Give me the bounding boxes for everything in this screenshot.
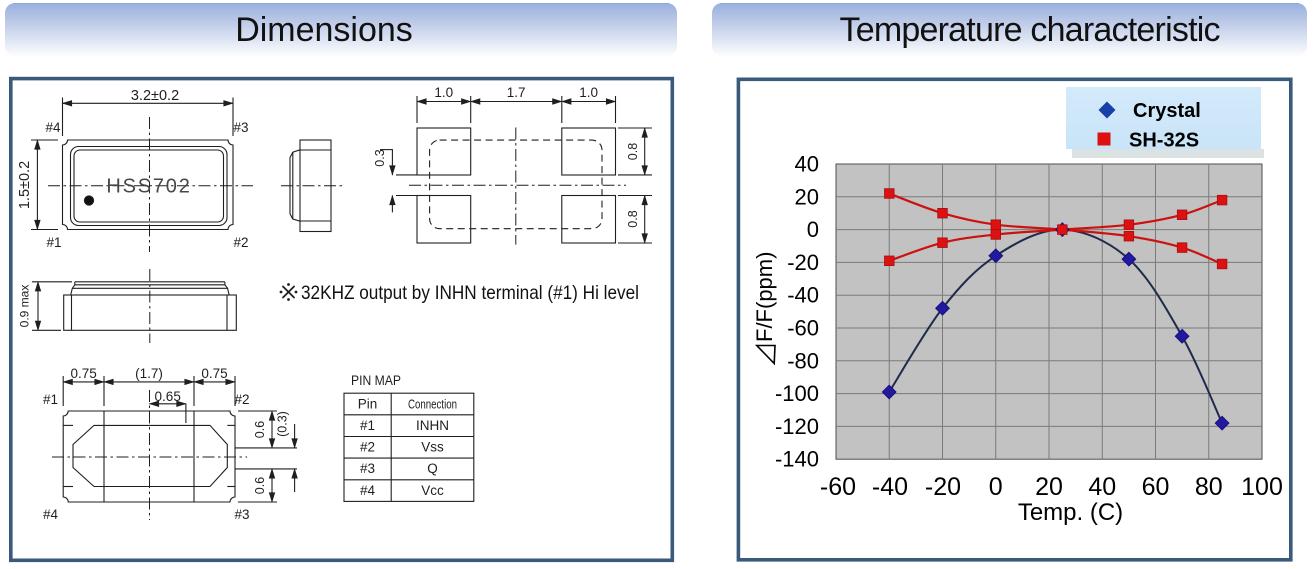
svg-text:#2: #2 xyxy=(234,392,249,407)
svg-text:F/F(ppm): F/F(ppm) xyxy=(752,252,777,342)
svg-text:0.3: 0.3 xyxy=(373,149,387,166)
svg-text:80: 80 xyxy=(1195,473,1223,501)
svg-text:Vcc: Vcc xyxy=(421,483,444,498)
svg-text:0.6: 0.6 xyxy=(253,477,267,494)
svg-text:(0.3): (0.3) xyxy=(276,411,290,437)
svg-text:0.9 max: 0.9 max xyxy=(18,285,32,328)
svg-text:INHN: INHN xyxy=(416,418,449,433)
svg-text:#1: #1 xyxy=(43,392,58,407)
svg-text:0.75: 0.75 xyxy=(70,366,96,381)
svg-text:40: 40 xyxy=(1088,473,1116,501)
svg-text:Dimensions: Dimensions xyxy=(235,11,413,49)
svg-text:SH-32S: SH-32S xyxy=(1129,130,1199,152)
svg-text:1.7: 1.7 xyxy=(507,85,526,100)
svg-text:1.0: 1.0 xyxy=(434,85,453,100)
svg-text:0.8: 0.8 xyxy=(626,143,640,160)
svg-text:#4: #4 xyxy=(43,507,59,522)
svg-text:0.8: 0.8 xyxy=(626,210,640,227)
svg-text:0.75: 0.75 xyxy=(201,366,227,381)
svg-text:-80: -80 xyxy=(787,348,819,373)
svg-text:#3: #3 xyxy=(360,461,375,476)
svg-text:1.5±0.2: 1.5±0.2 xyxy=(17,161,33,209)
svg-text:0.65: 0.65 xyxy=(155,389,181,404)
svg-text:40: 40 xyxy=(795,152,819,177)
svg-text:100: 100 xyxy=(1241,473,1283,501)
svg-text:-100: -100 xyxy=(775,381,819,406)
svg-text:#1: #1 xyxy=(46,235,61,250)
svg-text:3.2±0.2: 3.2±0.2 xyxy=(131,88,179,104)
svg-text:#2: #2 xyxy=(233,235,248,250)
svg-text:Pin: Pin xyxy=(358,397,378,412)
svg-text:-40: -40 xyxy=(787,283,819,308)
svg-text:Crystal: Crystal xyxy=(1133,100,1201,122)
svg-text:HSS702: HSS702 xyxy=(106,176,191,198)
svg-text:-60: -60 xyxy=(787,316,819,341)
svg-text:0.6: 0.6 xyxy=(253,421,267,438)
svg-text:60: 60 xyxy=(1142,473,1170,501)
svg-text:Q: Q xyxy=(427,461,438,476)
svg-text:20: 20 xyxy=(795,184,819,209)
svg-text:#2: #2 xyxy=(360,440,375,455)
svg-text:#4: #4 xyxy=(45,120,61,135)
svg-text:#1: #1 xyxy=(360,418,375,433)
svg-text:#3: #3 xyxy=(234,507,249,522)
svg-text:32KHZ output by INHN terminal: 32KHZ output by INHN terminal (#1) Hi le… xyxy=(301,282,639,304)
svg-text:(1.7): (1.7) xyxy=(135,366,163,381)
svg-text:Connection: Connection xyxy=(408,398,457,412)
svg-text:-140: -140 xyxy=(775,447,819,472)
svg-text:Temperature characteristic: Temperature characteristic xyxy=(840,11,1221,49)
svg-text:-120: -120 xyxy=(775,414,819,439)
svg-text:Vss: Vss xyxy=(421,440,444,455)
svg-text:20: 20 xyxy=(1035,473,1063,501)
svg-text:0: 0 xyxy=(807,217,819,242)
svg-text:0: 0 xyxy=(989,473,1003,501)
svg-text:-60: -60 xyxy=(820,473,856,501)
svg-text:1.0: 1.0 xyxy=(579,85,598,100)
svg-text:-20: -20 xyxy=(925,473,961,501)
svg-text:Temp. (C): Temp. (C) xyxy=(1018,499,1123,526)
svg-text:#4: #4 xyxy=(360,483,376,498)
svg-text:PIN MAP: PIN MAP xyxy=(351,372,401,388)
svg-text:-20: -20 xyxy=(787,250,819,275)
svg-text:#3: #3 xyxy=(233,120,248,135)
svg-text:-40: -40 xyxy=(872,473,908,501)
